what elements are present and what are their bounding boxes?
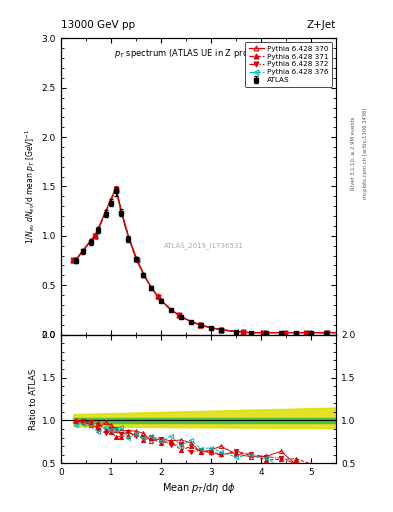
Pythia 6.428 376	[113, 187, 118, 194]
Pythia 6.428 371	[254, 330, 259, 336]
Pythia 6.428 370	[221, 327, 226, 333]
Y-axis label: $1/N_{ev}$ $dN_{ev}$/d mean $p_T$ [GeV]$^{-1}$: $1/N_{ev}$ $dN_{ev}$/d mean $p_T$ [GeV]$…	[23, 129, 37, 244]
Pythia 6.428 371	[159, 297, 164, 304]
Pythia 6.428 370	[334, 330, 338, 336]
Pythia 6.428 376	[177, 312, 182, 318]
Text: $p_T$ spectrum (ATLAS UE in Z production): $p_T$ spectrum (ATLAS UE in Z production…	[114, 47, 283, 60]
Pythia 6.428 376	[221, 327, 226, 333]
Pythia 6.428 372	[159, 297, 164, 304]
Y-axis label: Ratio to ATLAS: Ratio to ATLAS	[29, 368, 37, 430]
Pythia 6.428 370	[71, 257, 76, 263]
Pythia 6.428 372	[177, 312, 182, 318]
Pythia 6.428 376	[334, 330, 338, 336]
Text: Z+Jet: Z+Jet	[307, 20, 336, 31]
Legend: Pythia 6.428 370, Pythia 6.428 371, Pythia 6.428 372, Pythia 6.428 376, ATLAS: Pythia 6.428 370, Pythia 6.428 371, Pyth…	[245, 42, 332, 87]
Pythia 6.428 371	[113, 185, 118, 191]
Pythia 6.428 376	[254, 330, 259, 336]
Pythia 6.428 371	[221, 327, 226, 333]
Pythia 6.428 376	[159, 297, 164, 304]
Pythia 6.428 376	[290, 330, 294, 336]
Text: 13000 GeV pp: 13000 GeV pp	[61, 20, 135, 31]
Pythia 6.428 372	[113, 186, 118, 193]
Pythia 6.428 376	[71, 257, 76, 263]
Line: Pythia 6.428 370: Pythia 6.428 370	[71, 185, 338, 335]
Text: mcplots.cern.ch [arXiv:1306.3436]: mcplots.cern.ch [arXiv:1306.3436]	[363, 108, 368, 199]
Pythia 6.428 371	[71, 257, 76, 263]
Pythia 6.428 370	[290, 330, 294, 336]
Pythia 6.428 370	[177, 312, 182, 318]
Line: Pythia 6.428 376: Pythia 6.428 376	[71, 188, 338, 335]
Pythia 6.428 371	[290, 330, 294, 336]
Pythia 6.428 372	[71, 257, 76, 263]
Line: Pythia 6.428 372: Pythia 6.428 372	[71, 187, 338, 335]
Pythia 6.428 372	[221, 327, 226, 333]
Text: Rivet 3.1.10, ≥ 2.9M events: Rivet 3.1.10, ≥ 2.9M events	[351, 117, 356, 190]
X-axis label: Mean $p_T$/d$\eta$ d$\phi$: Mean $p_T$/d$\eta$ d$\phi$	[162, 481, 235, 496]
Pythia 6.428 370	[159, 297, 164, 304]
Pythia 6.428 372	[334, 330, 338, 336]
Pythia 6.428 370	[113, 185, 118, 191]
Text: ATLAS_2019_I1736531: ATLAS_2019_I1736531	[164, 242, 244, 249]
Pythia 6.428 376	[210, 325, 215, 331]
Pythia 6.428 372	[254, 330, 259, 336]
Pythia 6.428 371	[177, 312, 182, 318]
Line: Pythia 6.428 371: Pythia 6.428 371	[71, 186, 338, 335]
Pythia 6.428 372	[210, 325, 215, 331]
Pythia 6.428 370	[254, 330, 259, 336]
Pythia 6.428 371	[334, 330, 338, 336]
Pythia 6.428 370	[210, 325, 215, 331]
Pythia 6.428 372	[290, 330, 294, 336]
Pythia 6.428 371	[210, 325, 215, 331]
